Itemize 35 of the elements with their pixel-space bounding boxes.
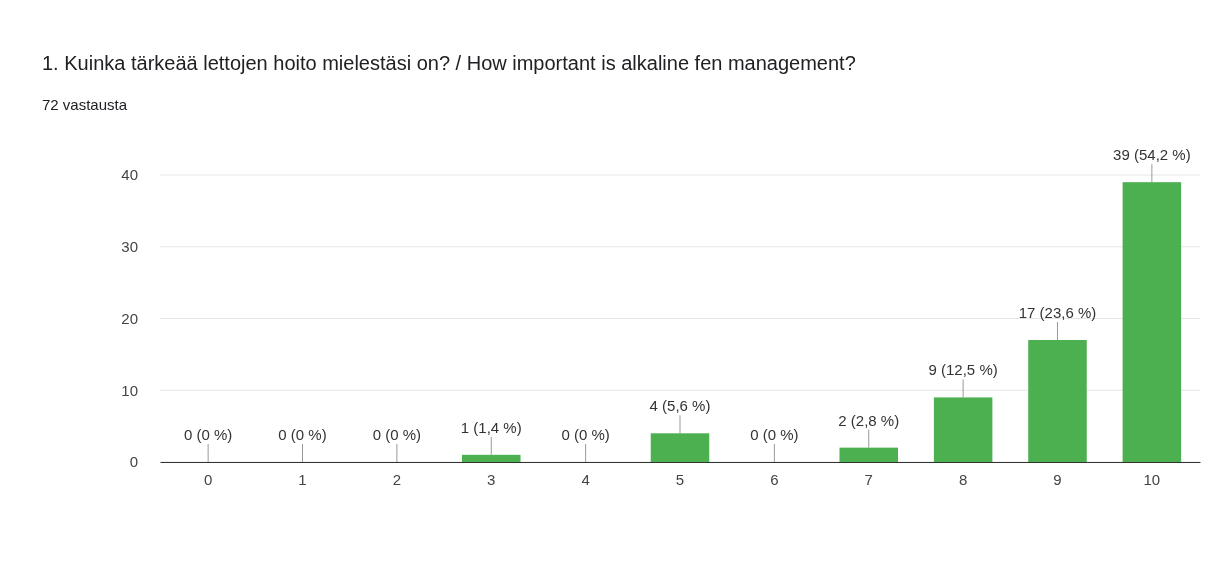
bar: [839, 447, 898, 462]
y-tick-label: 20: [121, 309, 138, 327]
data-label: 0 (0 %): [561, 426, 610, 443]
y-tick-label: 0: [129, 453, 138, 471]
data-label: 2 (2,8 %): [838, 411, 900, 429]
x-tick-label: 7: [864, 470, 873, 488]
x-tick-label: 9: [1053, 470, 1062, 488]
x-tick-label: 3: [487, 470, 496, 488]
x-tick-label: 6: [770, 470, 779, 488]
x-tick-label: 0: [203, 470, 213, 488]
bar: [1122, 182, 1182, 462]
x-tick-label: 2: [392, 470, 402, 488]
x-tick-label: 1: [298, 470, 307, 488]
x-tick-label: 5: [675, 470, 685, 488]
chart-title: 1. Kuinka tärkeää lettojen hoito mielestäsi on? / How important is alkaline fen management?: [42, 52, 856, 74]
bar: [1028, 340, 1087, 462]
data-label: 1 (1,4 %): [460, 418, 522, 436]
y-tick-label: 30: [121, 238, 138, 256]
data-label: 0 (0 %): [278, 426, 327, 443]
bar: [462, 454, 521, 462]
bar: [933, 397, 993, 462]
data-label: 4 (5,6 %): [649, 397, 711, 415]
data-label: 9 (12,5 %): [928, 361, 998, 379]
bar: [650, 433, 710, 462]
data-label: 17 (23,6 %): [1018, 304, 1097, 322]
x-tick-label: 8: [958, 470, 968, 488]
data-label: 39 (54,2 %): [1113, 146, 1191, 164]
data-label: 0 (0 %): [183, 426, 233, 443]
data-label: 0 (0 %): [750, 426, 799, 443]
y-tick-label: 10: [121, 381, 138, 399]
x-tick-label: 4: [581, 470, 590, 488]
chart-subtitle: 72 vastausta: [42, 96, 128, 113]
data-label: 0 (0 %): [372, 426, 422, 443]
y-tick-label: 40: [121, 166, 138, 184]
x-tick-label: 10: [1143, 470, 1161, 488]
